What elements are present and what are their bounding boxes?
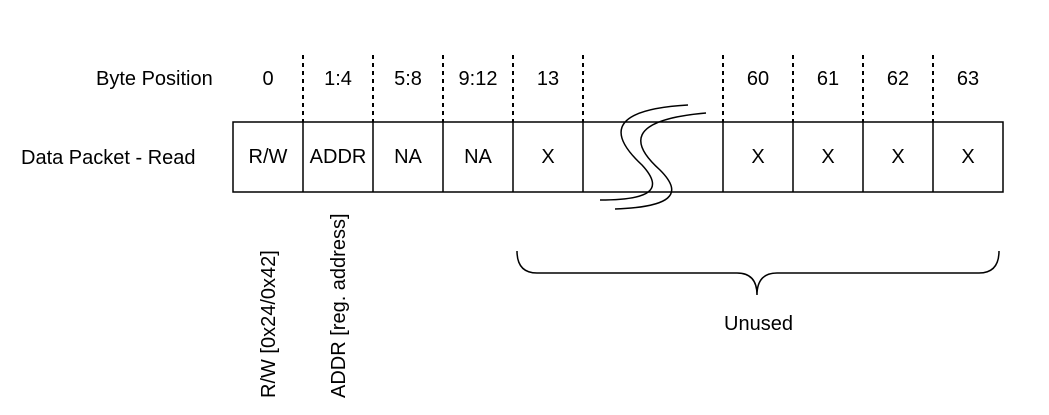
byte-boundary-markers <box>302 55 934 122</box>
packet-outline <box>232 121 1004 193</box>
cell-rw: R/W <box>248 145 288 168</box>
position-header: 61 <box>816 67 840 90</box>
cell-na: NA <box>464 145 492 168</box>
cell-byte-60: X <box>751 145 765 168</box>
packet-row <box>232 121 1004 193</box>
position-header: 0 <box>262 67 274 90</box>
cell-na: NA <box>394 145 422 168</box>
cell-byte-13: X <box>541 145 555 168</box>
addr-annotation: ADDR [reg. address] <box>328 213 350 398</box>
cell-addr: ADDR <box>309 145 367 168</box>
cell-byte-61: X <box>821 145 835 168</box>
break-curve <box>599 104 689 201</box>
position-header: 5:8 <box>394 67 422 90</box>
break-symbol <box>599 104 707 210</box>
position-header: 9:12 <box>458 67 498 90</box>
position-header: 63 <box>956 67 980 90</box>
unused-brace <box>516 250 1000 296</box>
position-header: 62 <box>886 67 910 90</box>
cell-byte-62: X <box>891 145 905 168</box>
position-header: 60 <box>746 67 770 90</box>
unused-label: Unused <box>724 313 793 335</box>
position-header: 13 <box>536 67 560 90</box>
byte-position-label: Byte Position <box>96 68 213 90</box>
cell-byte-63: X <box>961 145 975 168</box>
position-header: 1:4 <box>324 67 352 90</box>
rw-annotation: R/W [0x24/0x42] <box>258 250 280 398</box>
data-packet-label: Data Packet - Read <box>21 147 196 169</box>
break-curve <box>614 112 707 210</box>
